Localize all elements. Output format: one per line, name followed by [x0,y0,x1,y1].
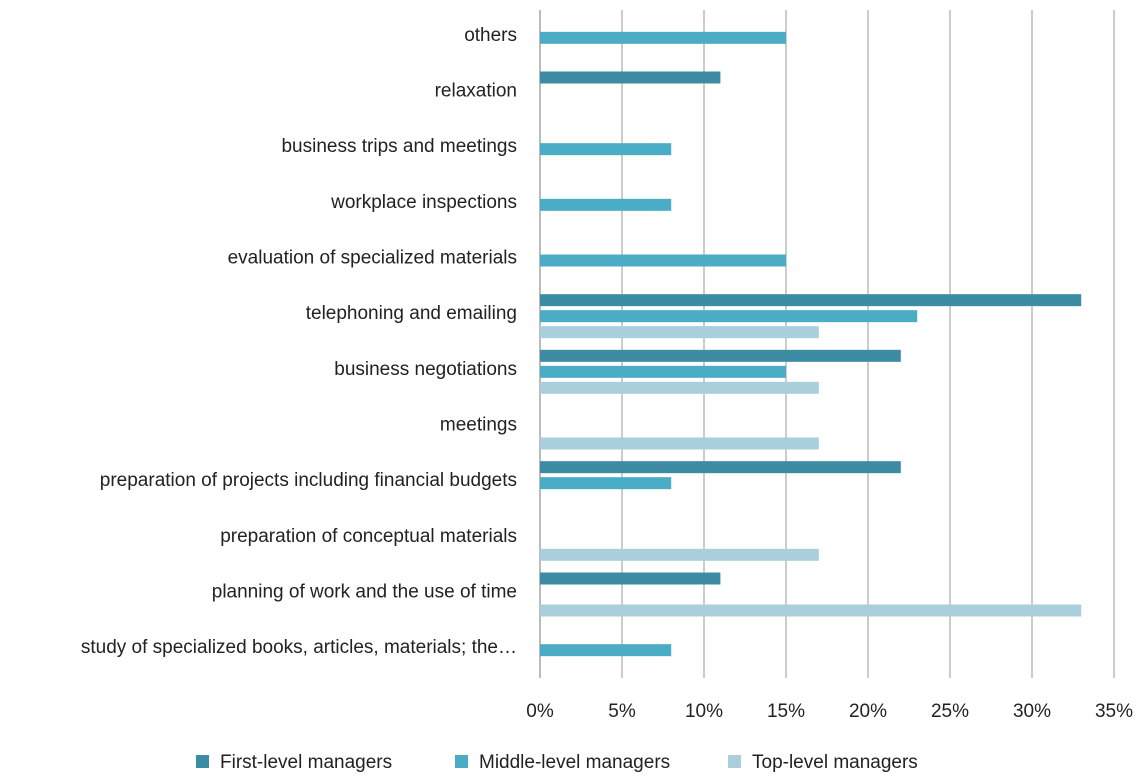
category-label: study of specialized books, articles, ma… [81,637,517,658]
category-label: others [464,25,517,46]
bar [540,71,721,84]
bar [540,310,918,323]
category-label: business negotiations [334,359,517,380]
x-tick-label: 5% [608,701,636,722]
category-label: planning of work and the use of time [212,582,517,603]
legend-swatch [455,755,468,768]
bar [540,349,901,362]
bar [540,365,786,378]
legend-swatch [196,755,209,768]
category-label: evaluation of specialized materials [228,248,517,269]
bar [540,604,1082,617]
x-tick-label: 30% [1013,701,1051,722]
legend-swatch [728,755,741,768]
x-tick-label: 35% [1095,701,1133,722]
category-label: preparation of conceptual materials [220,526,517,547]
bar [540,572,721,585]
legend-label: First-level managers [220,752,392,773]
legend-label: Middle-level managers [479,752,670,773]
x-tick-label: 25% [931,701,969,722]
category-label: relaxation [435,81,517,102]
bar [540,548,819,561]
bar [540,437,819,450]
bar [540,381,819,394]
legend-label: Top-level managers [752,752,918,773]
bar [540,254,786,267]
category-label: meetings [440,415,517,436]
bar [540,198,672,211]
x-tick-label: 0% [526,701,554,722]
x-tick-label: 20% [849,701,887,722]
bar [540,644,672,657]
x-tick-label: 10% [685,701,723,722]
category-label: business trips and meetings [281,136,517,157]
bar [540,477,672,490]
bar [540,326,819,339]
bar [540,143,672,156]
bar [540,294,1082,307]
x-tick-label: 15% [767,701,805,722]
category-label: workplace inspections [330,192,517,213]
bar [540,31,786,44]
category-label: telephoning and emailing [306,303,517,324]
bar [540,461,901,474]
category-label: preparation of projects including financ… [100,470,517,491]
